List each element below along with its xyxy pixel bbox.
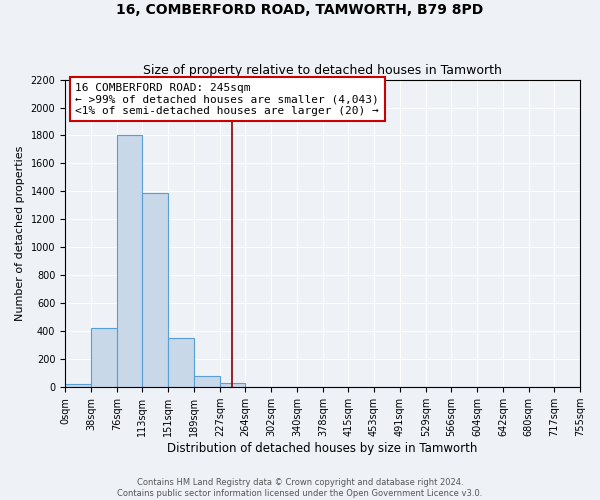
Bar [426,386,451,387]
Bar [400,386,426,387]
Bar [168,338,194,387]
Bar [451,386,477,387]
Bar [348,386,374,387]
Bar [245,386,271,387]
Bar [142,193,168,387]
Bar [117,136,142,387]
X-axis label: Distribution of detached houses by size in Tamworth: Distribution of detached houses by size … [167,442,478,455]
Bar [323,386,348,387]
Text: 16 COMBERFORD ROAD: 245sqm
← >99% of detached houses are smaller (4,043)
<1% of : 16 COMBERFORD ROAD: 245sqm ← >99% of det… [76,82,379,116]
Bar [554,386,580,387]
Y-axis label: Number of detached properties: Number of detached properties [15,146,25,321]
Bar [271,386,297,387]
Text: 16, COMBERFORD ROAD, TAMWORTH, B79 8PD: 16, COMBERFORD ROAD, TAMWORTH, B79 8PD [116,2,484,16]
Bar [374,386,400,387]
Bar [297,386,323,387]
Bar [65,384,91,387]
Bar [91,328,117,387]
Bar [220,383,245,387]
Bar [194,376,220,387]
Bar [477,386,503,387]
Bar [503,386,529,387]
Title: Size of property relative to detached houses in Tamworth: Size of property relative to detached ho… [143,64,502,77]
Text: Contains HM Land Registry data © Crown copyright and database right 2024.
Contai: Contains HM Land Registry data © Crown c… [118,478,482,498]
Bar [529,386,554,387]
